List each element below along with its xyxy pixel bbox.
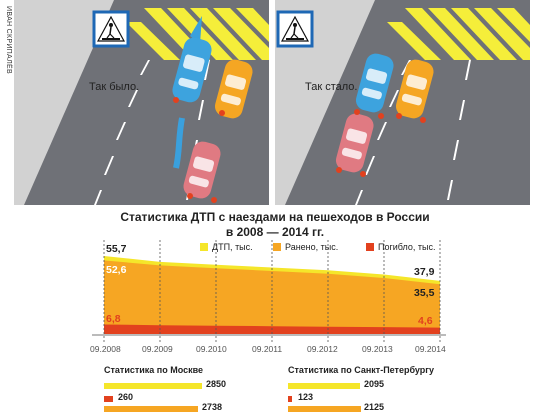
end-label-killed: 4,6 bbox=[418, 315, 433, 327]
legend-swatch-killed bbox=[366, 243, 374, 251]
legend-swatch-injured bbox=[273, 243, 281, 251]
brake-lights bbox=[336, 109, 426, 177]
x-tick-label: 09.2008 bbox=[90, 344, 121, 354]
spb-value-accidents: 2095 bbox=[364, 379, 385, 389]
chart-title-line2: в 2008 — 2014 гг. bbox=[225, 225, 325, 239]
moscow-value-accidents: 2850 bbox=[206, 379, 227, 389]
start-label-killed: 6,8 bbox=[106, 313, 121, 325]
legend-label-killed: Погибло, тыс. bbox=[378, 242, 436, 252]
chart-title-line1: Статистика ДТП с наездами на пешеходов в… bbox=[120, 210, 430, 224]
scene-after-label: Так стало. bbox=[305, 81, 357, 93]
legend-killed: Погибло, тыс. bbox=[366, 242, 436, 252]
scene-after: Так стало. bbox=[275, 0, 530, 205]
moscow-bar-injured bbox=[104, 406, 198, 412]
moscow-value-killed: 260 bbox=[118, 392, 134, 402]
chart-title: Статистика ДТП с наездами на пешеходов в… bbox=[60, 210, 490, 240]
legend-swatch-accidents bbox=[200, 243, 208, 251]
x-tick-label: 09.2013 bbox=[362, 344, 393, 354]
x-tick-label: 09.2009 bbox=[142, 344, 173, 354]
moscow-bar-accidents bbox=[104, 383, 202, 389]
car-orange bbox=[214, 59, 253, 119]
end-label-accidents: 37,9 bbox=[414, 266, 435, 278]
crosswalk-stripes bbox=[387, 8, 530, 60]
spb-value-injured: 2125 bbox=[364, 402, 385, 412]
car-blue bbox=[172, 37, 212, 103]
spb-bar-killed bbox=[288, 396, 292, 402]
legend-label-injured: Ранено, тыс. bbox=[285, 242, 339, 252]
x-tick-label: 09.2010 bbox=[196, 344, 227, 354]
car-blue bbox=[355, 53, 394, 113]
x-tick-label: 09.2014 bbox=[415, 344, 446, 354]
legend-accidents: ДТП, тыс. bbox=[200, 242, 253, 252]
spb-value-killed: 123 bbox=[298, 392, 314, 402]
scene-before-label: Так было. bbox=[89, 81, 139, 93]
spb-bar-injured bbox=[288, 406, 361, 412]
brake-lights bbox=[173, 97, 225, 203]
start-label-injured: 52,6 bbox=[106, 264, 127, 276]
moscow-value-injured: 2738 bbox=[202, 402, 223, 412]
spb-title: Статистика по Санкт-Петербургу bbox=[288, 365, 435, 375]
x-tick-label: 09.2012 bbox=[307, 344, 338, 354]
x-tick-label: 09.2011 bbox=[252, 344, 283, 354]
moscow-title: Статистика по Москве bbox=[104, 365, 204, 375]
car-orange bbox=[395, 59, 434, 119]
spb-bar-accidents bbox=[288, 383, 360, 389]
pedestrian-crossing-sign bbox=[92, 10, 130, 48]
end-label-injured: 35,5 bbox=[414, 287, 435, 299]
pedestrian-crossing-sign bbox=[276, 10, 314, 48]
legend-injured: Ранено, тыс. bbox=[273, 242, 338, 252]
car-pink bbox=[335, 113, 374, 173]
car-pink bbox=[183, 141, 221, 199]
start-label-accidents: 55,7 bbox=[106, 243, 127, 255]
legend-label-accidents: ДТП, тыс. bbox=[212, 242, 253, 252]
moscow-bar-killed bbox=[104, 396, 113, 402]
scene-before: Так было. bbox=[14, 0, 269, 205]
